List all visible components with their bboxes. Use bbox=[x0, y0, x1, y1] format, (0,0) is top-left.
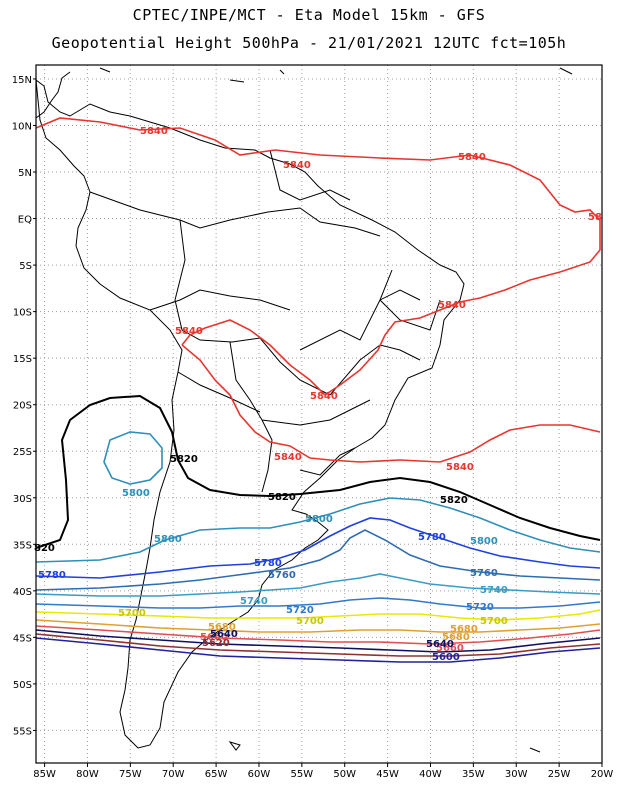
contour-label: 5660 bbox=[200, 632, 228, 643]
contour-label: 5740 bbox=[480, 585, 508, 596]
central-america bbox=[35, 71, 71, 119]
lat-tick-label: 50S bbox=[13, 680, 32, 691]
contour-label: 5800 bbox=[305, 514, 333, 525]
lon-tick-label: 85W bbox=[33, 769, 56, 780]
lon-tick-label: 35W bbox=[462, 769, 485, 780]
contour-label: 5780 bbox=[38, 570, 66, 581]
lon-tick-label: 20W bbox=[591, 769, 614, 780]
lat-tick-label: 25S bbox=[13, 447, 32, 458]
contour-label: 5760 bbox=[470, 568, 498, 579]
lon-tick-label: 25W bbox=[548, 769, 571, 780]
lat-tick-label: 55S bbox=[13, 726, 32, 737]
lat-tick-label: EQ bbox=[18, 215, 32, 226]
lon-tick-label: 55W bbox=[291, 769, 314, 780]
contour-label: 5820 bbox=[268, 492, 296, 503]
contour-label: 5720 bbox=[286, 605, 314, 616]
contour-5840-north bbox=[35, 117, 601, 397]
contour-5780 bbox=[35, 517, 601, 579]
lon-tick-label: 80W bbox=[76, 769, 99, 780]
contour-label: 5660 bbox=[436, 643, 464, 654]
contour-label: 5680 bbox=[442, 632, 470, 643]
lon-tick-label: 75W bbox=[119, 769, 142, 780]
map-frame bbox=[35, 64, 603, 764]
contour-label: 5840 bbox=[175, 326, 203, 337]
lon-tick-label: 65W bbox=[205, 769, 228, 780]
contour-5820 bbox=[35, 394, 601, 549]
contour-label: 5680 bbox=[450, 624, 478, 635]
contour-label: 5840 bbox=[283, 160, 311, 171]
contour-label: 5820 bbox=[170, 454, 198, 465]
lat-tick-label: 40S bbox=[13, 587, 32, 598]
contour-5760 bbox=[35, 529, 601, 591]
contour-label: 5680 bbox=[208, 622, 236, 633]
contour-label: 5840 bbox=[310, 391, 338, 402]
contour-label: 5760 bbox=[268, 570, 296, 581]
contour-5660 bbox=[35, 625, 601, 645]
title-line-1: CPTEC/INPE/MCT - Eta Model 15km - GFS bbox=[132, 6, 486, 24]
lat-tick-label: 5S bbox=[19, 261, 32, 272]
lon-tick-label: 45W bbox=[376, 769, 399, 780]
contour-5620 bbox=[35, 633, 601, 657]
contour-label: 58 bbox=[588, 212, 602, 223]
contour-label: 5840 bbox=[458, 152, 486, 163]
lat-tick-label: 15N bbox=[12, 75, 32, 86]
lon-tick-label: 70W bbox=[162, 769, 185, 780]
contour-5720 bbox=[35, 597, 601, 609]
contour-label: 5840 bbox=[274, 452, 302, 463]
contour-label: 5840 bbox=[140, 126, 168, 137]
contour-5700 bbox=[35, 609, 601, 621]
contour-label: 5700 bbox=[296, 616, 324, 627]
contour-label: 5640 bbox=[210, 629, 238, 640]
lat-tick-label: 30S bbox=[13, 494, 32, 505]
contour-5800 bbox=[35, 497, 601, 563]
contour-label: 820 bbox=[34, 543, 55, 554]
contour-5840-south bbox=[181, 344, 601, 463]
south-georgia bbox=[529, 747, 541, 753]
contour-5800-loop bbox=[103, 431, 163, 485]
lat-tick-label: 20S bbox=[13, 401, 32, 412]
contour-label: 5700 bbox=[118, 608, 146, 619]
south-america-coastline bbox=[35, 78, 465, 749]
lat-tick-label: 15S bbox=[13, 354, 32, 365]
contour-label: 5820 bbox=[440, 495, 468, 506]
lat-tick-label: 35S bbox=[13, 540, 32, 551]
contour-label: 5740 bbox=[240, 596, 268, 607]
contour-5740 bbox=[35, 573, 601, 597]
falkland-islands bbox=[228, 741, 241, 751]
lat-tick-label: 10N bbox=[12, 121, 32, 132]
contour-label: 5720 bbox=[466, 602, 494, 613]
contour-label: 5800 bbox=[154, 534, 182, 545]
contour-label: 5800 bbox=[122, 488, 150, 499]
title-line-2: Geopotential Height 500hPa - 21/01/2021 … bbox=[51, 34, 567, 52]
lon-tick-label: 40W bbox=[419, 769, 442, 780]
contour-5640 bbox=[35, 629, 601, 653]
lon-tick-label: 50W bbox=[333, 769, 356, 780]
gridlines bbox=[36, 65, 603, 763]
lat-tick-label: 5N bbox=[18, 168, 32, 179]
lat-tick-label: 45S bbox=[13, 633, 32, 644]
lat-tick-label: 10S bbox=[13, 308, 32, 319]
contour-label: 5840 bbox=[438, 300, 466, 311]
contour-labels: 5840 5840 5840 58 5840 5840 5840 5840 58… bbox=[34, 126, 602, 663]
contour-label: 5600 bbox=[432, 652, 460, 663]
contour-5680 bbox=[35, 619, 601, 633]
contour-label: 5700 bbox=[480, 616, 508, 627]
contour-label: 5800 bbox=[470, 536, 498, 547]
lon-tick-label: 60W bbox=[248, 769, 271, 780]
axis-ticks: 85W 80W 75W 70W 65W 60W 55W 50W 45W 40W 35W 30W 25W 2… bbox=[12, 75, 614, 780]
land-outline bbox=[35, 67, 573, 753]
contour-label: 5840 bbox=[446, 462, 474, 473]
contour-label: 5780 bbox=[418, 532, 446, 543]
contour-label: 5780 bbox=[254, 558, 282, 569]
lon-tick-label: 30W bbox=[505, 769, 528, 780]
caribbean-islands bbox=[99, 67, 573, 83]
contour-label: 5620 bbox=[202, 638, 230, 649]
contour-5600 bbox=[35, 637, 601, 663]
contour-lines bbox=[35, 117, 601, 663]
contour-label: 5640 bbox=[426, 639, 454, 650]
